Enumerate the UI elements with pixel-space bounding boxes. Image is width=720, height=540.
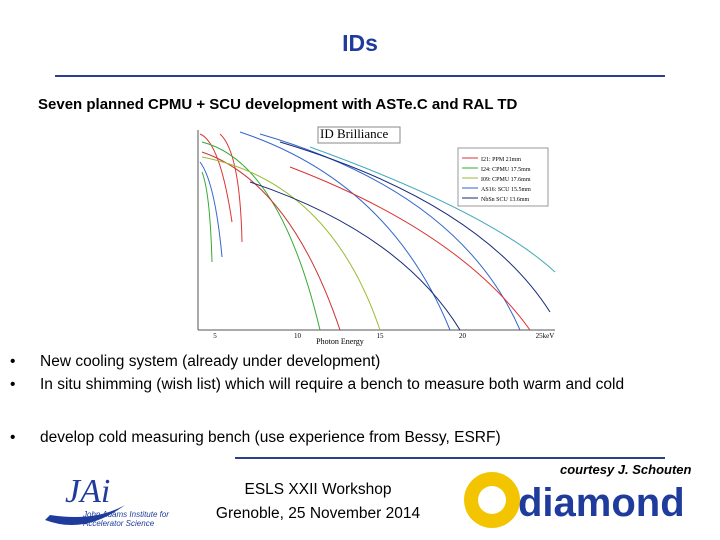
figure-title-box bbox=[317, 126, 401, 144]
x-tick-label: 10 bbox=[294, 332, 302, 340]
legend: I21: PPM 21mm I24: CPMU 17.5mm I09: CPMU 1… bbox=[462, 157, 531, 203]
courtesy: courtesy J. Schouten bbox=[560, 462, 692, 477]
bullet-text: New cooling system (already under develo… bbox=[40, 353, 381, 370]
curves bbox=[199, 131, 556, 331]
footer-rule bbox=[235, 457, 665, 459]
bullet-dot: • bbox=[10, 429, 16, 446]
diamond-word: diamond bbox=[518, 481, 685, 525]
bullet-text: In situ shimming (wish list) which will … bbox=[40, 376, 625, 393]
event-place-date: Grenoble, 25 November 2014 bbox=[215, 505, 421, 522]
event-name: ESLS XXII Workshop bbox=[244, 481, 392, 498]
x-tick-label: 5 bbox=[213, 332, 217, 340]
diamond-sun-core bbox=[478, 486, 506, 514]
x-ticks: 5 10 15 20 25keV bbox=[213, 332, 554, 340]
jai-logo: JAi John Adams Institute for Accelerator… bbox=[45, 473, 169, 528]
jai-swoosh bbox=[45, 505, 125, 525]
subtitle: Seven planned CPMU + SCU development wit… bbox=[38, 96, 518, 113]
legend-entry: I09: CPMU 17.6mm bbox=[481, 177, 531, 183]
x-tick-label: 25keV bbox=[536, 332, 555, 340]
bullet: • In situ shimming (wish list) which will… bbox=[10, 375, 700, 395]
jai-name-wrap: John Adams Institute for Accelerator Sci… bbox=[83, 510, 169, 528]
title-rule bbox=[55, 75, 665, 77]
bullet: • New cooling system (already under devel… bbox=[10, 352, 700, 372]
brilliance-figure: ID Brilliance I21: PPM 21mm I24: CPMU 17.… bbox=[160, 122, 565, 350]
legend-entry: I21: PPM 21mm bbox=[481, 157, 521, 163]
diamond-logo: diamond bbox=[464, 472, 685, 528]
jai-mark: JAi bbox=[65, 473, 110, 510]
legend-entry: AS16: SCU 15.5mm bbox=[481, 187, 531, 193]
x-tick-label: 15 bbox=[377, 332, 385, 340]
x-tick-label: 20 bbox=[459, 332, 467, 340]
bullet-text: develop cold measuring bench (use experi… bbox=[40, 429, 501, 446]
bullet-dot: • bbox=[10, 353, 16, 370]
x-axis-label: Photon Energy bbox=[316, 337, 364, 346]
bullet-dot: • bbox=[10, 376, 16, 393]
event-box: ESLS XXII Workshop Grenoble, 25 November… bbox=[196, 470, 440, 532]
slide-title: IDs bbox=[342, 30, 378, 56]
jai-name: John Adams Institute for Accelerator Sci… bbox=[83, 510, 169, 528]
legend-entry: I24: CPMU 17.5mm bbox=[481, 167, 531, 173]
figure-title: ID Brilliance bbox=[320, 126, 388, 141]
bullet: • develop cold measuring bench (use exper… bbox=[10, 428, 700, 448]
legend-entry: NbSn SCU 13.6mm bbox=[481, 197, 530, 203]
